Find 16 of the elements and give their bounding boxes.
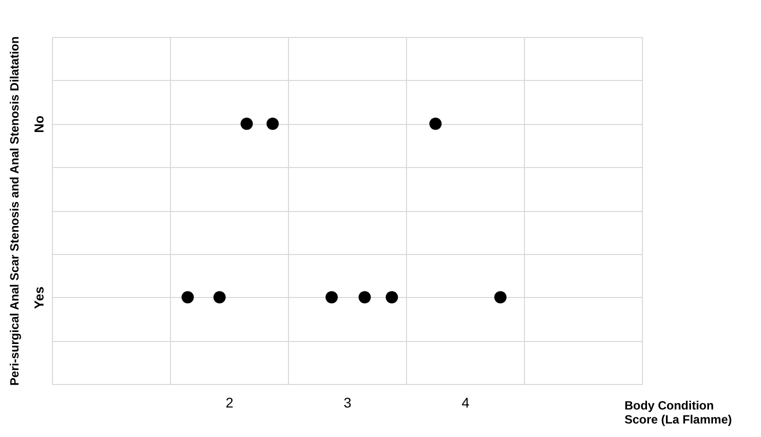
point (266, 118, 279, 130)
point (213, 291, 226, 304)
point (182, 291, 194, 304)
x-tick-label: 3 (344, 394, 352, 410)
point (240, 118, 253, 130)
point (326, 291, 338, 304)
y-tick-label: No (32, 116, 46, 133)
y-axis-title: Peri-surgical Anal Scar Stenosis and Anal Stenosis Dilatation (8, 36, 22, 386)
point (429, 118, 442, 130)
y-tick-label: Yes (32, 286, 46, 309)
x-axis-title: Body Condition Score (La Flamme) (624, 398, 732, 426)
point (386, 291, 398, 304)
x-tick-label: 4 (462, 394, 470, 410)
x-tick-label: 2 (226, 394, 234, 410)
point (358, 291, 371, 304)
point (494, 291, 507, 304)
